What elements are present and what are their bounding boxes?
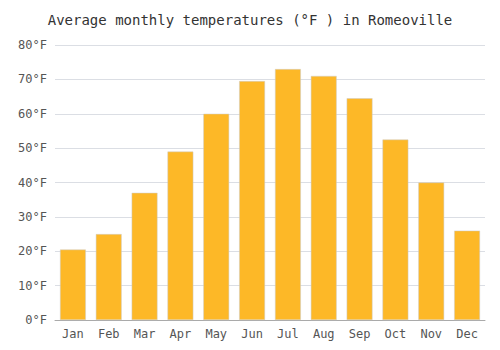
svg-text:40°F: 40°F [18, 176, 47, 190]
svg-text:Average monthly temperatures (: Average monthly temperatures (°F ) in Ro… [48, 12, 453, 28]
svg-text:Dec: Dec [456, 327, 478, 341]
svg-text:Apr: Apr [170, 327, 192, 341]
svg-text:80°F: 80°F [18, 38, 47, 52]
svg-text:Jun: Jun [241, 327, 263, 341]
svg-text:Nov: Nov [420, 327, 442, 341]
svg-text:Feb: Feb [98, 327, 120, 341]
svg-text:Sep: Sep [349, 327, 371, 341]
svg-text:May: May [205, 327, 227, 341]
svg-text:60°F: 60°F [18, 107, 47, 121]
svg-text:20°F: 20°F [18, 244, 47, 258]
svg-text:Mar: Mar [134, 327, 156, 341]
svg-text:70°F: 70°F [18, 72, 47, 86]
svg-text:Oct: Oct [385, 327, 407, 341]
svg-text:0°F: 0°F [25, 313, 47, 327]
svg-text:Jan: Jan [62, 327, 84, 341]
svg-text:30°F: 30°F [18, 210, 47, 224]
svg-text:Aug: Aug [313, 327, 335, 341]
svg-text:50°F: 50°F [18, 141, 47, 155]
svg-text:Jul: Jul [277, 327, 299, 341]
svg-text:10°F: 10°F [18, 279, 47, 293]
